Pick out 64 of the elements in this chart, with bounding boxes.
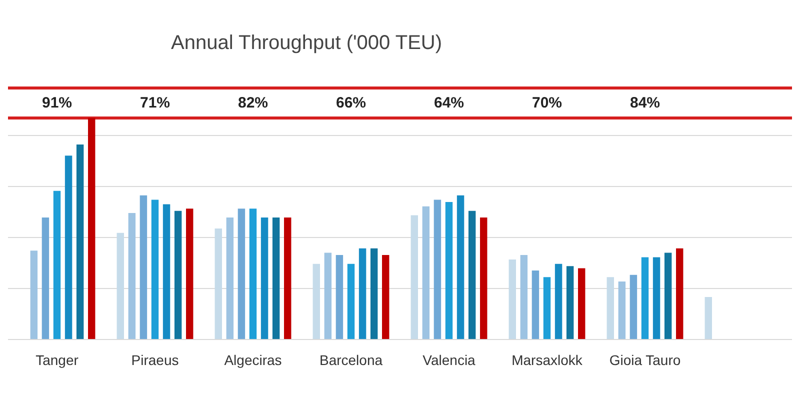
bar bbox=[347, 264, 355, 339]
bar bbox=[434, 200, 442, 339]
text: 84% bbox=[630, 94, 660, 112]
bar bbox=[480, 217, 488, 339]
bar bbox=[30, 250, 38, 339]
bar bbox=[336, 255, 344, 339]
bar bbox=[128, 213, 136, 339]
bar bbox=[664, 252, 672, 339]
x-tick-label: Valencia bbox=[422, 352, 476, 368]
bar bbox=[116, 232, 124, 339]
bar bbox=[140, 195, 148, 339]
text: 82% bbox=[238, 94, 268, 112]
text: 66% bbox=[336, 94, 366, 112]
bar bbox=[226, 217, 234, 339]
bar bbox=[284, 217, 292, 339]
bar bbox=[566, 266, 574, 339]
x-tick-label: Gioia Tauro bbox=[609, 352, 681, 368]
bar bbox=[88, 118, 96, 339]
bar bbox=[532, 270, 540, 339]
bar bbox=[214, 228, 222, 339]
bar bbox=[422, 206, 430, 339]
bar bbox=[554, 264, 562, 339]
bar bbox=[410, 215, 418, 339]
bar bbox=[174, 210, 182, 339]
bar bbox=[456, 195, 464, 339]
bar bbox=[676, 248, 684, 339]
x-tick-label: Algeciras bbox=[224, 352, 282, 368]
bar bbox=[468, 210, 476, 339]
bar bbox=[618, 282, 626, 339]
bar bbox=[238, 208, 246, 339]
bar bbox=[543, 277, 551, 339]
bar bbox=[64, 156, 72, 339]
bar bbox=[151, 200, 159, 339]
x-tick-label: Marsaxlokk bbox=[512, 352, 584, 368]
bar bbox=[312, 264, 320, 339]
bar bbox=[260, 217, 268, 339]
bar bbox=[520, 255, 528, 339]
bar bbox=[358, 248, 366, 339]
bar bbox=[162, 204, 170, 339]
x-tick-label: Barcelona bbox=[319, 352, 383, 368]
bar bbox=[53, 190, 61, 339]
x-tick-label: Piraeus bbox=[131, 352, 179, 368]
bar bbox=[76, 144, 84, 339]
chart-title: Annual Throughput ('000 TEU) bbox=[171, 32, 442, 54]
bar bbox=[42, 217, 50, 339]
text: 91% bbox=[42, 94, 72, 112]
bar bbox=[370, 248, 378, 339]
bar bbox=[630, 274, 638, 339]
bar bbox=[606, 277, 614, 339]
bar bbox=[704, 297, 712, 339]
x-tick-label: Tanger bbox=[36, 352, 79, 368]
bar bbox=[272, 217, 280, 339]
bar bbox=[445, 202, 453, 339]
bar bbox=[508, 259, 516, 339]
bar bbox=[382, 255, 390, 339]
bar bbox=[186, 208, 194, 339]
bar bbox=[324, 252, 332, 339]
text: 70% bbox=[532, 94, 562, 112]
text: 64% bbox=[434, 94, 464, 112]
bar bbox=[249, 208, 257, 339]
bar bbox=[578, 268, 586, 339]
text: 71% bbox=[140, 94, 170, 112]
bar bbox=[641, 257, 649, 339]
bar bbox=[652, 257, 660, 339]
